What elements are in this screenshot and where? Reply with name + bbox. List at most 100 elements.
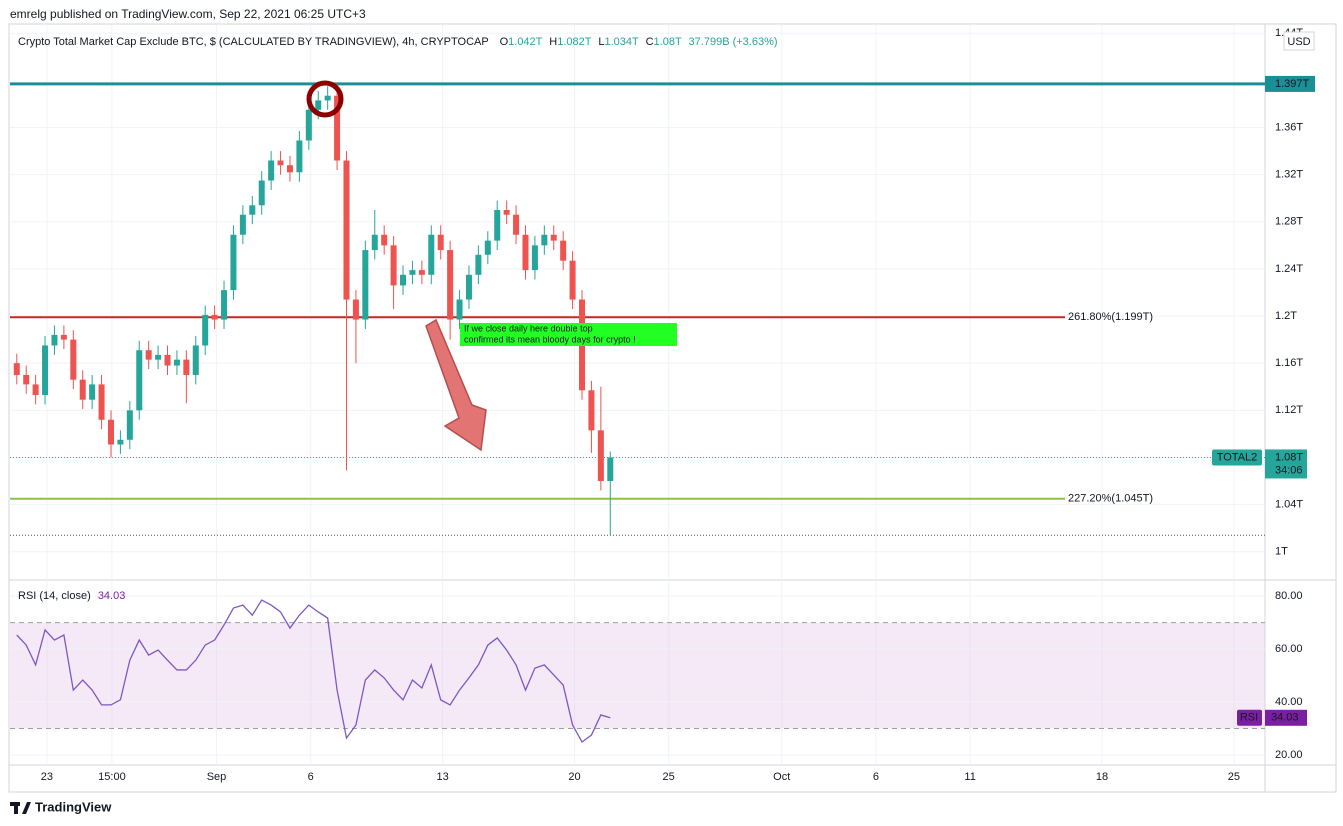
y-tick-label: 1.2T — [1275, 310, 1297, 322]
y-tick-label: 1.12T — [1275, 404, 1303, 416]
rsi-tag — [1265, 709, 1307, 726]
candle-body — [192, 345, 199, 375]
candle-body — [390, 245, 397, 286]
logo-part — [14, 806, 18, 814]
countdown-label: 34:06 — [1275, 464, 1303, 476]
highlight-circle — [306, 80, 344, 118]
legend-value: 1.042T — [508, 36, 543, 48]
legend: Crypto Total Market Cap Exclude BTC, $ (… — [18, 36, 778, 48]
candle-body — [296, 140, 303, 173]
currency: USD — [1287, 36, 1310, 48]
y-tick-label: 1.32T — [1275, 169, 1303, 181]
x-tick-label: 6 — [308, 771, 314, 783]
candle-body — [155, 354, 162, 360]
candle-body — [79, 379, 86, 400]
candle-body — [286, 165, 293, 173]
candle-body — [541, 234, 548, 246]
candle-body — [334, 95, 341, 161]
x-tick-label: Oct — [773, 771, 790, 783]
x-tick-label: 15:00 — [98, 771, 126, 783]
y-tick-label: 1.04T — [1275, 498, 1303, 510]
level-tag — [1265, 75, 1315, 92]
logo — [10, 802, 31, 814]
x-tick-label: 25 — [1228, 771, 1240, 783]
note-line: confirmed its mean bloody days for crypt… — [464, 334, 636, 344]
candle-body — [597, 430, 604, 482]
level-label: 227.20%(1.045T) — [1068, 493, 1153, 505]
candle-body — [239, 214, 246, 235]
x-tick-label: Sep — [207, 771, 227, 783]
candle-body — [315, 100, 322, 110]
candle-body — [305, 109, 312, 141]
candle-body — [381, 234, 388, 246]
legend-key: C — [646, 36, 654, 48]
legend-key: L — [598, 36, 604, 48]
candle-body — [249, 205, 256, 215]
candle-body — [362, 250, 369, 320]
legend-title: Crypto Total Market Cap Exclude BTC, $ (… — [18, 36, 489, 48]
candle-body — [268, 160, 275, 181]
candle-body — [418, 270, 425, 275]
y-tick-label: 1.28T — [1275, 216, 1303, 228]
plot-layer: 23 15:00 Sep 6 13 20 25 Oct 6 11 18 25 1T 1.04T 1.08T 1… — [10, 25, 1315, 783]
legend-key: H — [549, 36, 557, 48]
x-tick-label: 25 — [663, 771, 675, 783]
byline: emrelg published on TradingView.com, Sep… — [10, 7, 366, 21]
y-tick-label: 1.24T — [1275, 263, 1303, 275]
candle-body — [588, 390, 595, 431]
legend-value: 1.08T — [654, 36, 682, 48]
candle-body — [202, 314, 209, 346]
candle-body — [513, 214, 520, 235]
candle-body — [503, 210, 510, 215]
candle-body — [51, 334, 58, 346]
candle-body — [173, 359, 180, 366]
candle-body — [164, 354, 171, 366]
footer: TradingView — [35, 799, 112, 814]
candle-body — [550, 234, 557, 241]
y-tick-label: 1.16T — [1275, 357, 1303, 369]
legend-value: 1.034T — [604, 36, 639, 48]
candle-body — [371, 234, 378, 251]
candle-body — [183, 359, 190, 375]
rsi-name-tag — [1237, 709, 1262, 726]
x-tick-label: 23 — [41, 771, 53, 783]
x-tick-label: 6 — [873, 771, 879, 783]
candle-body — [343, 160, 350, 300]
y-tick-label: 80.00 — [1275, 590, 1303, 602]
logo-part — [10, 802, 20, 806]
rsi-legend: RSI (14, close) 34.03 — [18, 590, 125, 602]
rsi-band — [10, 622, 1265, 729]
candle-body — [145, 350, 152, 360]
rsi-last: 34.03 — [98, 590, 126, 602]
legend-key: O — [500, 36, 509, 48]
candle-body — [447, 250, 454, 320]
candle-body — [484, 240, 491, 255]
candle-body — [560, 240, 567, 261]
candle-body — [258, 180, 265, 206]
candle-body — [98, 384, 105, 420]
candle-body — [60, 334, 67, 340]
candle-body — [13, 363, 20, 375]
candle-body — [409, 270, 416, 275]
candle-body — [324, 95, 331, 101]
candle-body — [475, 254, 482, 275]
level-label: 261.80%(1.199T) — [1068, 311, 1153, 323]
x-tick-label: 18 — [1096, 771, 1108, 783]
level-label: 1.397T — [1275, 78, 1310, 90]
logo-part — [22, 802, 31, 814]
candle-body — [607, 457, 614, 482]
candle-body — [569, 260, 576, 300]
y-tick-label: 20.00 — [1275, 749, 1303, 761]
candle-body — [107, 419, 114, 445]
note-box — [460, 323, 677, 346]
candle-body — [400, 274, 407, 286]
note-line: If we close daily here double top — [464, 323, 593, 333]
candle-body — [23, 374, 30, 385]
legend-change: 37.799B (+3.63%) — [689, 36, 778, 48]
candle-body — [70, 339, 77, 380]
rsi-value-label: 34.03 — [1271, 712, 1299, 724]
down-arrow — [425, 318, 487, 452]
x-tick-label: 20 — [568, 771, 580, 783]
